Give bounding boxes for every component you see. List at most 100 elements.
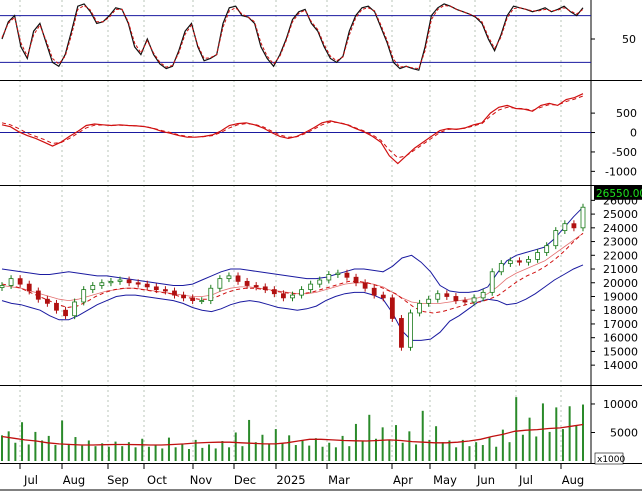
price-candle-body <box>335 272 341 275</box>
price-tick-label: 23000 <box>603 236 638 249</box>
volume-bar <box>435 426 438 461</box>
price-candle-body <box>135 282 141 285</box>
volume-bar <box>161 448 164 461</box>
volume-bar <box>181 443 184 461</box>
volume-bar <box>141 438 144 461</box>
price-tick-label: 19000 <box>603 290 638 303</box>
volume-bar <box>221 441 224 461</box>
volume-bar <box>428 439 431 461</box>
volume-bar <box>14 442 17 461</box>
volume-bar <box>575 425 578 461</box>
price-candle-body <box>435 293 441 300</box>
volume-bar <box>421 410 424 461</box>
volume-bar <box>388 439 391 461</box>
volume-bar <box>488 437 491 461</box>
volume-bar <box>274 429 277 461</box>
price-candle-body <box>408 312 413 348</box>
price-candle-body <box>63 309 68 317</box>
x-tick-label: Dec <box>234 473 256 487</box>
price-tick-label: 22000 <box>603 249 638 262</box>
volume-bar <box>441 442 444 461</box>
volume-bar <box>208 444 211 461</box>
price-candle-body <box>90 285 96 291</box>
volume-bar <box>107 446 110 461</box>
price-candle-body <box>562 223 568 231</box>
volume-bar <box>281 443 284 461</box>
volume-bar <box>34 431 37 461</box>
volume-bar <box>1 435 3 461</box>
price-candle-body <box>126 279 132 284</box>
volume-bar <box>415 444 418 461</box>
price-candle-body <box>271 289 277 295</box>
volume-bar <box>268 444 271 461</box>
price-candle-body <box>253 285 259 288</box>
price-candle-body <box>199 300 205 303</box>
price-candle-body <box>507 260 513 264</box>
chart-marks <box>0 3 591 461</box>
volume-bar <box>54 445 57 461</box>
price-candle-body <box>35 290 41 300</box>
stochastic-d-line <box>1 4 584 70</box>
volume-bar <box>87 440 90 461</box>
volume-bar <box>288 435 291 461</box>
volume-bar <box>114 441 117 461</box>
volume-unit-box <box>594 452 624 465</box>
volume-bar <box>395 425 398 461</box>
volume-bar <box>214 448 217 461</box>
volume-bar <box>508 442 511 461</box>
price-candle-body <box>208 287 214 302</box>
price-candle-body <box>172 290 177 296</box>
price-candle-body <box>535 252 541 260</box>
volume-bar <box>341 435 344 461</box>
price-candle-body <box>17 278 23 285</box>
volume-bar <box>7 431 10 461</box>
x-tick-label: Aug <box>562 473 584 487</box>
price-candle-body <box>417 302 422 314</box>
volume-bar <box>368 414 371 461</box>
volume-bar <box>167 437 170 461</box>
price-candle-body <box>235 275 241 282</box>
price-candle-body <box>444 293 450 297</box>
volume-bar <box>154 445 157 461</box>
x-tick-label: Aug <box>63 473 85 487</box>
volume-bar <box>127 442 130 461</box>
volume-bar <box>354 423 357 461</box>
bollinger-upper-band <box>1 206 584 293</box>
volume-bar <box>67 443 70 461</box>
volume-bar <box>174 447 177 461</box>
volume-bar <box>27 444 30 461</box>
price-tick-label: 24000 <box>603 222 638 235</box>
price-candle-body <box>544 245 550 253</box>
price-tick-label: 15000 <box>603 345 638 358</box>
volume-bar <box>301 440 304 461</box>
price-candle-body <box>26 283 32 292</box>
price-candle-body <box>72 301 78 317</box>
volume-bar <box>555 407 558 461</box>
volume-bar <box>261 434 264 461</box>
stochastic-tick-label: 50 <box>622 33 636 46</box>
price-candle-body <box>99 282 105 286</box>
volume-bar <box>194 439 197 461</box>
x-tick-label: Oct <box>147 473 167 487</box>
price-candle-body <box>8 278 14 286</box>
price-candle-body <box>153 286 159 291</box>
price-candle-body <box>399 318 404 348</box>
price-candle-body <box>380 294 386 299</box>
price-candle-body <box>353 276 359 284</box>
price-candle-body <box>526 259 531 263</box>
x-tick-label: Apr <box>393 473 413 487</box>
x-tick-label: 2025 <box>276 473 305 487</box>
price-candle-body <box>462 300 468 303</box>
volume-tick-label: 5000 <box>610 426 638 439</box>
volume-bar <box>134 447 137 461</box>
price-candle-body <box>290 294 295 299</box>
volume-bar <box>448 440 451 461</box>
price-candle-body <box>181 294 186 299</box>
price-candle-body <box>117 279 123 282</box>
price-candle-body <box>81 289 87 303</box>
price-candle-body <box>317 279 323 285</box>
price-candle-body <box>517 260 522 263</box>
price-candle-body <box>190 297 196 302</box>
